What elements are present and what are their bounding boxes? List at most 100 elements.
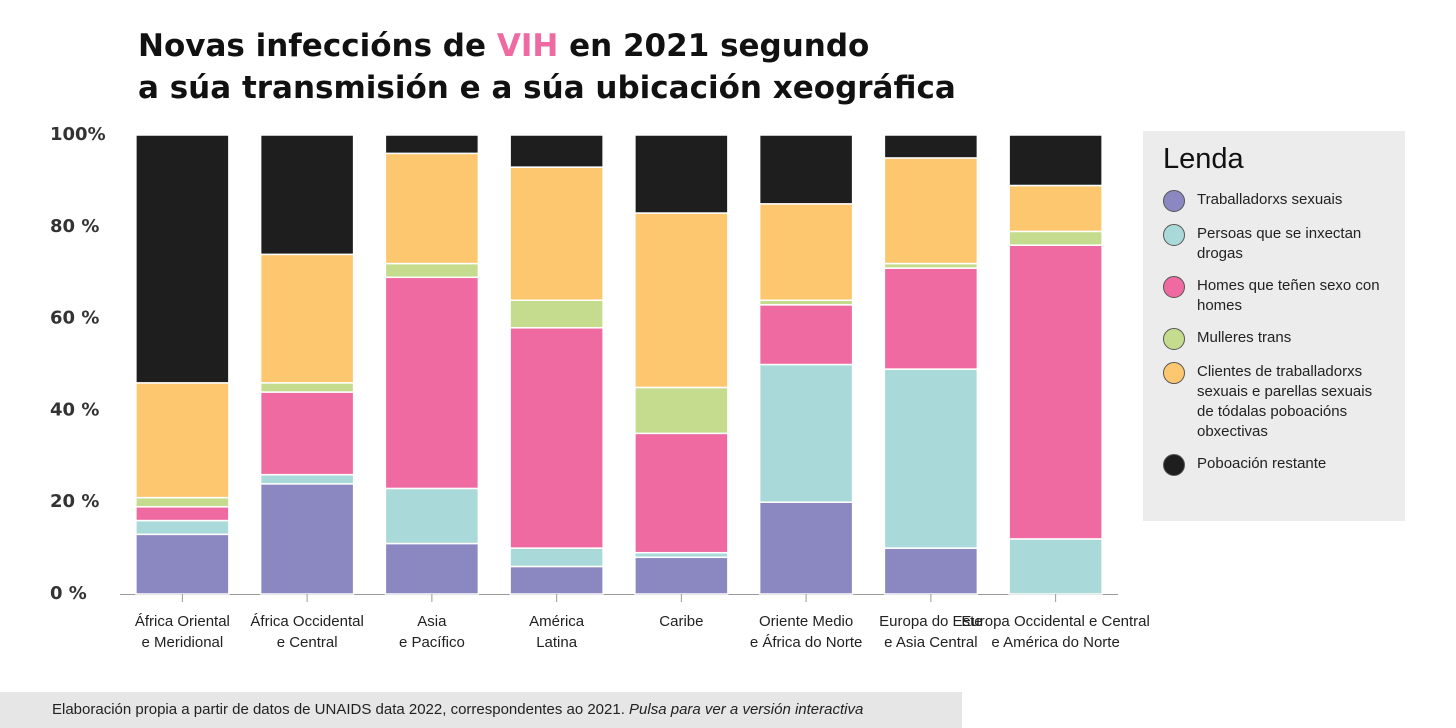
interactive-link[interactable]: Pulsa para ver a versión interactiva: [629, 701, 864, 718]
bar-segment: [384, 487, 480, 545]
bar-segment: [883, 368, 979, 549]
bar-segment: [1008, 230, 1103, 246]
legend-title: Lenda: [1163, 143, 1244, 175]
bar-segment: [135, 519, 230, 536]
x-tick-line: Europa do Este: [879, 613, 982, 630]
title-part: Novas infeccións de: [138, 28, 497, 64]
x-tick-line: Latina: [536, 634, 578, 651]
legend-label: Homes que teñen sexo con homes: [1197, 277, 1380, 314]
bar-segment: [259, 473, 355, 485]
bar-segment: [384, 152, 480, 265]
bar-segment: [883, 157, 979, 265]
legend: Lenda Traballadorxs sexuais Persoas que se…: [1143, 131, 1405, 521]
bar-segment: [634, 134, 729, 214]
bar-segment: [135, 533, 230, 595]
legend-swatch: [1163, 276, 1185, 298]
legend-item: Poboación restante: [1163, 454, 1391, 476]
bar-segment: [509, 547, 604, 568]
title-part: en 2021 segundo: [558, 28, 869, 64]
bar-segment: [509, 299, 604, 329]
x-tick-line: e América do Norte: [991, 634, 1119, 651]
legend-swatch: [1163, 454, 1185, 476]
bar-segment: [259, 391, 355, 476]
x-tick-line: e África do Norte: [750, 634, 863, 651]
bar-segment: [259, 382, 355, 393]
x-tick-line: Caribe: [659, 613, 703, 630]
x-tick-line: e Pacífico: [399, 634, 465, 651]
bar-segment: [1008, 244, 1103, 540]
bar-segment: [135, 496, 230, 508]
bar-segment: [509, 134, 604, 168]
x-tick-label: Europa do Este e Asia Central: [879, 613, 982, 651]
legend-label: Persoas que se inxectan drogas: [1197, 225, 1362, 262]
x-tick-label: África Oriental e Meridional: [135, 613, 230, 651]
bar-segment: [883, 267, 979, 370]
bar-segment: [1008, 538, 1103, 595]
bar-segment: [259, 134, 355, 256]
legend-label: Traballadorxs sexuais: [1197, 191, 1343, 208]
x-tick-label: América Latina: [529, 613, 585, 651]
bar-segment: [758, 363, 854, 503]
bar-segment: [758, 203, 854, 301]
title-highlight: VIH: [497, 28, 558, 64]
bar-segment: [384, 276, 480, 490]
bar-segment: [509, 166, 604, 301]
bar-segment: [758, 304, 854, 366]
x-tick-line: e Central: [277, 634, 338, 651]
x-tick-label: Europa Occidental e Central e América do …: [961, 613, 1149, 651]
bar-segment: [384, 542, 480, 595]
bar-segment: [259, 253, 355, 384]
bar-segment: [509, 565, 604, 595]
legend-swatch: [1163, 190, 1185, 212]
legend-item: Traballadorxs sexuais: [1163, 190, 1391, 212]
x-tick-line: e Asia Central: [884, 634, 977, 651]
x-tick-label: Oriente Medio e África do Norte: [750, 613, 863, 651]
legend-swatch: [1163, 362, 1185, 384]
x-tick-line: Oriente Medio: [759, 613, 853, 630]
bar-segment: [634, 212, 729, 389]
bar-segment: [135, 134, 230, 384]
bar-segment: [1008, 184, 1103, 233]
legend-swatch: [1163, 328, 1185, 350]
bar-segment: [259, 483, 355, 595]
bar-segment: [384, 262, 480, 279]
bar-segment: [1008, 134, 1103, 187]
chart-title: a súa transmisión e a súa ubicación xeog…: [138, 70, 956, 106]
bar-segment: [883, 547, 979, 595]
y-tick-label: 40 %: [50, 399, 99, 420]
y-tick-label: 80 %: [50, 216, 99, 237]
x-tick-label: África Occidental e Central: [250, 613, 363, 651]
legend-item: Clientes de traballadorxs sexuais e pare…: [1163, 362, 1391, 442]
x-tick-line: Europa Occidental e Central: [961, 613, 1149, 630]
y-tick-label: 0 %: [50, 583, 87, 604]
x-tick-label: Caribe: [659, 613, 703, 630]
bar-segment: [634, 556, 729, 595]
bar-segment: [758, 134, 854, 205]
legend-swatch: [1163, 224, 1185, 246]
bar-segment: [634, 386, 729, 435]
footer: Elaboración propia a partir de datos de …: [0, 692, 962, 728]
footer-text: Elaboración propia a partir de datos de …: [52, 701, 630, 718]
bar-segment: [509, 327, 604, 549]
bar-segment: [634, 432, 729, 554]
bar-segment: [135, 506, 230, 522]
x-tick-line: África Occidental: [250, 613, 363, 630]
x-tick-label: Asia e Pacífico: [399, 613, 465, 651]
legend-label: Mulleres trans: [1197, 329, 1292, 346]
y-tick-label: 100%: [50, 124, 106, 145]
x-tick-line: África Oriental: [135, 613, 230, 630]
legend-item: Homes que teñen sexo con homes: [1163, 276, 1391, 316]
x-tick-line: Asia: [417, 613, 447, 630]
chart-title: Novas infeccións de VIH en 2021 segundo: [138, 28, 869, 64]
y-tick-label: 20 %: [50, 491, 99, 512]
legend-item: Persoas que se inxectan drogas: [1163, 224, 1391, 264]
x-tick-line: e Meridional: [142, 634, 224, 651]
bar-segment: [758, 501, 854, 595]
y-tick-label: 60 %: [50, 308, 99, 329]
x-tick-line: América: [529, 613, 585, 630]
bar-segment: [135, 382, 230, 499]
legend-label: Clientes de traballadorxs sexuais e pare…: [1197, 363, 1373, 440]
legend-item: Mulleres trans: [1163, 328, 1391, 350]
